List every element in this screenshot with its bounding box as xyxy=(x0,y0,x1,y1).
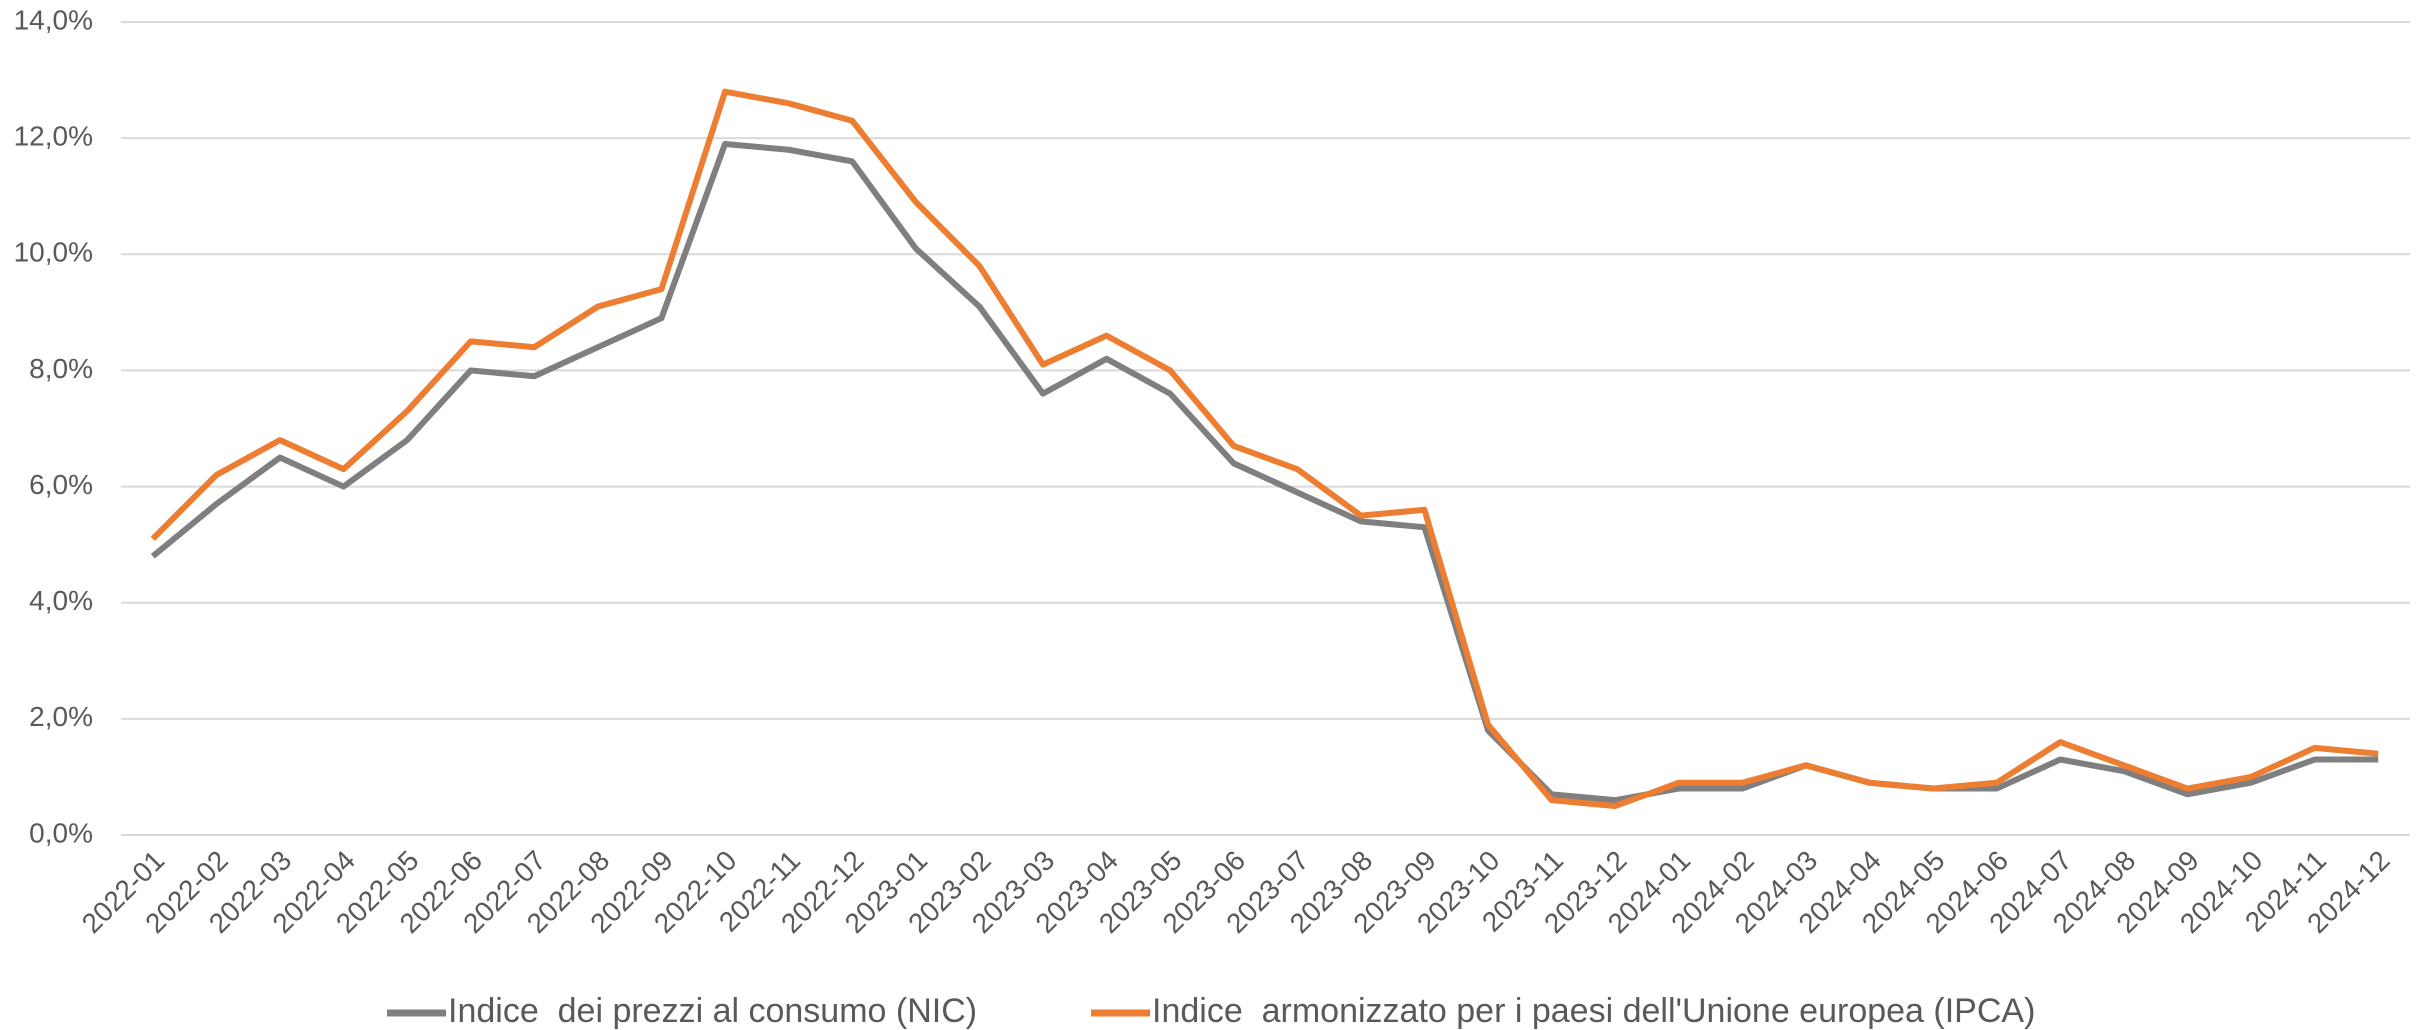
y-tick-label: 6,0% xyxy=(29,469,93,500)
y-tick-label: 0,0% xyxy=(29,817,93,848)
y-tick-label: 4,0% xyxy=(29,585,93,616)
line-series xyxy=(150,88,2379,809)
y-tick-label: 14,0% xyxy=(14,4,93,35)
legend-label: Indice armonizzato per i paesi dell'Unio… xyxy=(1152,992,2035,1030)
y-tick-label: 8,0% xyxy=(29,353,93,384)
y-tick-label: 2,0% xyxy=(29,701,93,732)
y-tick-label: 10,0% xyxy=(14,237,93,268)
legend-label: Indice dei prezzi al consumo (NIC) xyxy=(448,992,977,1030)
line-series xyxy=(150,140,2379,804)
y-tick-label: 12,0% xyxy=(14,121,93,152)
